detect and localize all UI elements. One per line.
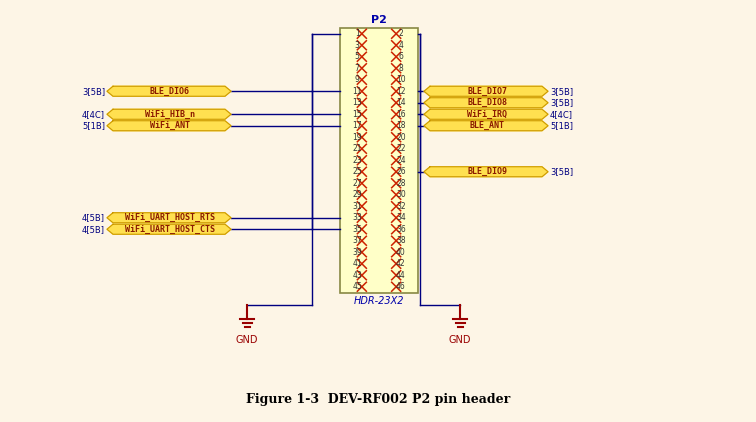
Text: Figure 1-3  DEV-RF002 P2 pin header: Figure 1-3 DEV-RF002 P2 pin header	[246, 393, 510, 406]
Text: 21: 21	[352, 144, 362, 153]
Text: GND: GND	[449, 335, 471, 345]
Polygon shape	[107, 121, 231, 131]
Text: 40: 40	[396, 248, 406, 257]
Text: 38: 38	[396, 236, 406, 245]
Text: BLE_ANT: BLE_ANT	[469, 121, 504, 130]
Text: 2: 2	[398, 29, 403, 38]
Text: 29: 29	[352, 190, 362, 199]
Text: 41: 41	[352, 259, 362, 268]
Text: 3[5B]: 3[5B]	[550, 87, 573, 96]
Text: WiFi_IRQ: WiFi_IRQ	[467, 110, 507, 119]
Text: 39: 39	[352, 248, 362, 257]
Text: 46: 46	[396, 282, 406, 291]
Text: 15: 15	[352, 110, 362, 119]
Text: 5: 5	[355, 52, 360, 61]
Text: 32: 32	[396, 202, 406, 211]
Text: 22: 22	[396, 144, 405, 153]
Text: 9: 9	[355, 75, 360, 84]
Text: 43: 43	[352, 271, 362, 280]
Text: 4[5B]: 4[5B]	[82, 225, 105, 234]
Polygon shape	[107, 224, 231, 234]
Text: 14: 14	[396, 98, 406, 107]
Polygon shape	[107, 213, 231, 223]
Text: 20: 20	[396, 133, 406, 142]
Text: 18: 18	[396, 121, 405, 130]
Text: 34: 34	[396, 213, 406, 222]
Text: 3[5B]: 3[5B]	[550, 167, 573, 176]
Text: BLE_DIO8: BLE_DIO8	[467, 98, 507, 107]
Text: 28: 28	[396, 179, 405, 188]
Text: 10: 10	[396, 75, 406, 84]
Bar	[340, 28, 418, 292]
Text: 37: 37	[352, 236, 362, 245]
Text: 3[5B]: 3[5B]	[550, 98, 573, 107]
Text: 42: 42	[396, 259, 406, 268]
Text: 27: 27	[352, 179, 362, 188]
Text: 11: 11	[352, 87, 362, 96]
Polygon shape	[424, 98, 548, 108]
Polygon shape	[424, 121, 548, 131]
Text: WiFi_UART_HOST_CTS: WiFi_UART_HOST_CTS	[125, 225, 215, 234]
Polygon shape	[424, 86, 548, 96]
Text: 7: 7	[355, 64, 360, 73]
Polygon shape	[424, 167, 548, 177]
Text: WiFi_ANT: WiFi_ANT	[150, 121, 190, 130]
Text: 31: 31	[352, 202, 362, 211]
Text: WiFi_HIB_n: WiFi_HIB_n	[145, 110, 195, 119]
Text: 8: 8	[398, 64, 403, 73]
Text: P2: P2	[371, 15, 387, 25]
Text: 44: 44	[396, 271, 406, 280]
Text: 25: 25	[352, 167, 362, 176]
Text: 6: 6	[398, 52, 403, 61]
Text: 4[4C]: 4[4C]	[82, 110, 105, 119]
Text: 4[5B]: 4[5B]	[82, 213, 105, 222]
Text: 45: 45	[352, 282, 362, 291]
Text: BLE_DIO7: BLE_DIO7	[467, 87, 507, 96]
Text: 35: 35	[352, 225, 362, 234]
Text: 3[5B]: 3[5B]	[82, 87, 105, 96]
Text: GND: GND	[236, 335, 259, 345]
Text: 13: 13	[352, 98, 362, 107]
Text: HDR-23X2: HDR-23X2	[354, 295, 404, 306]
Text: WiFi_UART_HOST_RTS: WiFi_UART_HOST_RTS	[125, 213, 215, 222]
Text: BLE_DIO9: BLE_DIO9	[467, 167, 507, 176]
Text: 12: 12	[396, 87, 405, 96]
Polygon shape	[107, 86, 231, 96]
Text: 5[1B]: 5[1B]	[82, 121, 105, 130]
Text: 4: 4	[398, 41, 403, 50]
Text: 19: 19	[352, 133, 362, 142]
Text: BLE_DIO6: BLE_DIO6	[150, 87, 190, 96]
Text: 16: 16	[396, 110, 406, 119]
Text: 1: 1	[355, 29, 360, 38]
Text: 3: 3	[355, 41, 360, 50]
Text: 33: 33	[352, 213, 362, 222]
Text: 36: 36	[396, 225, 406, 234]
Text: 17: 17	[352, 121, 362, 130]
Polygon shape	[107, 109, 231, 119]
Text: 30: 30	[396, 190, 406, 199]
Text: 24: 24	[396, 156, 406, 165]
Text: 23: 23	[352, 156, 362, 165]
Text: 4[4C]: 4[4C]	[550, 110, 573, 119]
Polygon shape	[424, 109, 548, 119]
Text: 26: 26	[396, 167, 406, 176]
Text: 5[1B]: 5[1B]	[550, 121, 573, 130]
